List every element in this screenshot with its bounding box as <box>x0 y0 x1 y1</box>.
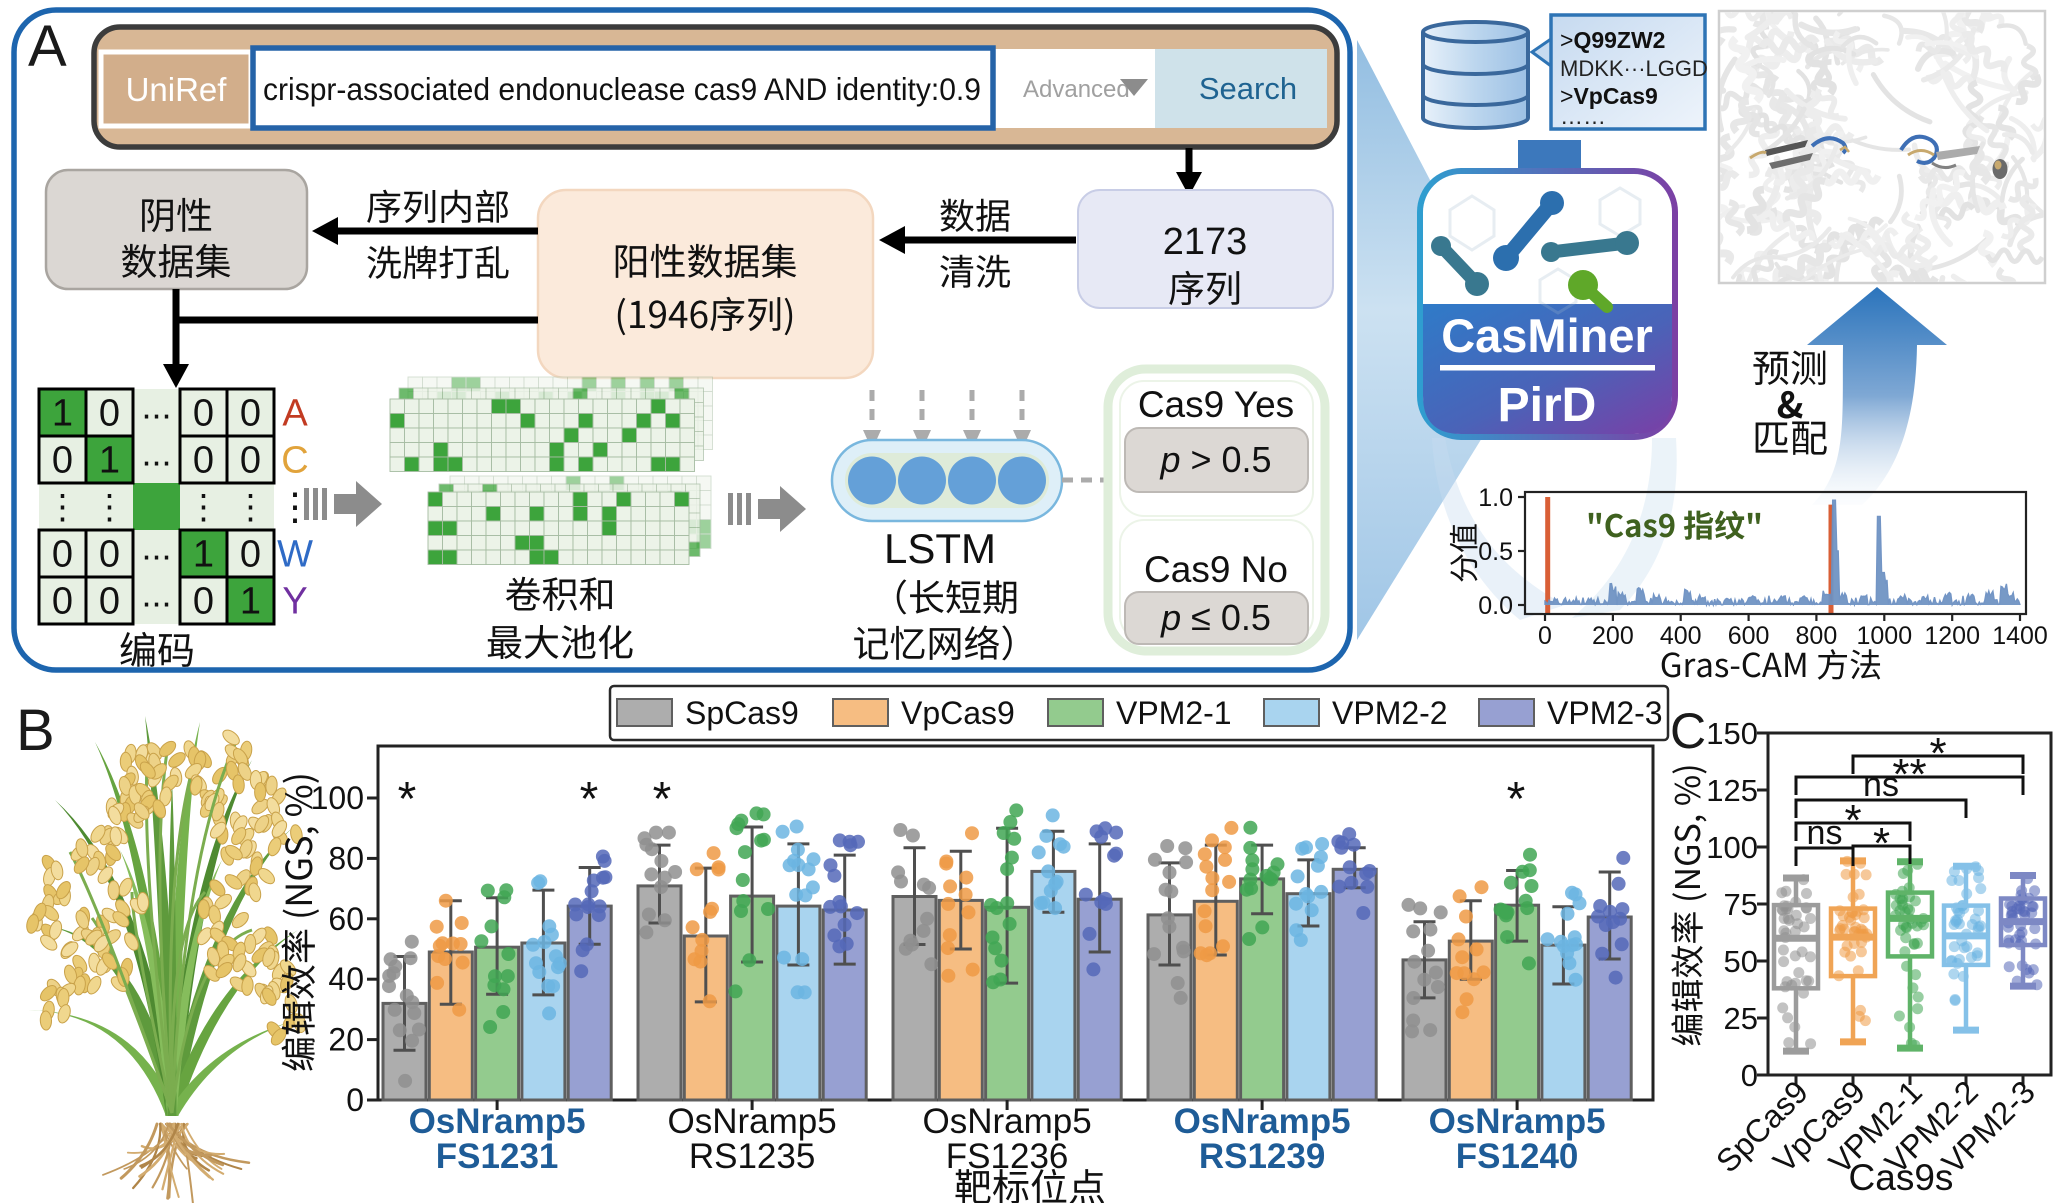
svg-text:150: 150 <box>1706 716 1758 751</box>
svg-text:A: A <box>282 393 308 435</box>
svg-text:1: 1 <box>99 440 120 482</box>
svg-text:FS1236: FS1236 <box>946 1137 1069 1176</box>
svg-text:*: * <box>580 773 599 826</box>
svg-text:LSTM: LSTM <box>884 525 996 572</box>
svg-text:PirD: PirD <box>1498 379 1597 432</box>
svg-text:0: 0 <box>99 534 120 576</box>
svg-text:60: 60 <box>328 901 364 937</box>
svg-text:Y: Y <box>282 581 307 623</box>
svg-text:SpCas9: SpCas9 <box>685 695 799 731</box>
svg-text:VPM2-2: VPM2-2 <box>1332 695 1448 731</box>
svg-text:0: 0 <box>346 1082 364 1118</box>
svg-text:0: 0 <box>1741 1058 1758 1093</box>
svg-text:Advanced: Advanced <box>1023 76 1130 103</box>
svg-text:400: 400 <box>1660 622 1702 650</box>
svg-text:20: 20 <box>328 1022 364 1058</box>
svg-text:OsNramp5: OsNramp5 <box>1174 1102 1351 1141</box>
svg-text:MDKK···LGGD: MDKK···LGGD <box>1560 56 1708 81</box>
svg-text:Cas9s: Cas9s <box>1849 1157 1954 1198</box>
svg-text:*: * <box>398 773 417 826</box>
svg-text:...: ... <box>141 386 171 427</box>
svg-text:CasMiner: CasMiner <box>1441 309 1653 362</box>
svg-text:Cas9 No: Cas9 No <box>1144 549 1288 590</box>
svg-text:A: A <box>28 14 67 79</box>
svg-text:>Q99ZW2: >Q99ZW2 <box>1560 27 1665 53</box>
svg-text:25: 25 <box>1724 1001 1758 1036</box>
svg-text:1: 1 <box>193 534 214 576</box>
svg-text:FS1231: FS1231 <box>436 1137 559 1176</box>
svg-text:*: * <box>1507 773 1526 826</box>
svg-text:*: * <box>1844 796 1861 845</box>
svg-text:80: 80 <box>328 840 364 876</box>
svg-text:200: 200 <box>1592 622 1634 650</box>
svg-text:crispr-associated endonuclease: crispr-associated endonuclease cas9 AND … <box>263 71 981 107</box>
svg-text:0.0: 0.0 <box>1478 592 1513 620</box>
svg-text:100: 100 <box>1706 830 1758 865</box>
svg-text:...: ... <box>141 574 171 615</box>
svg-text:⋮: ⋮ <box>93 489 127 527</box>
svg-text:1: 1 <box>52 393 73 435</box>
svg-text:B: B <box>16 698 55 763</box>
svg-text:2173: 2173 <box>1163 221 1248 263</box>
svg-text:*: * <box>653 773 672 826</box>
svg-text:OsNramp5: OsNramp5 <box>667 1102 836 1141</box>
svg-text:ns: ns <box>1863 766 1899 804</box>
svg-text:**: ** <box>1892 750 1926 799</box>
svg-text:⋮: ⋮ <box>187 489 221 527</box>
svg-text:UniRef: UniRef <box>126 71 228 108</box>
svg-text:RS1235: RS1235 <box>689 1137 815 1176</box>
svg-text:OsNramp5: OsNramp5 <box>922 1102 1091 1141</box>
svg-text:FS1240: FS1240 <box>1456 1137 1579 1176</box>
svg-text:0: 0 <box>240 534 261 576</box>
svg-text:...: ... <box>141 433 171 474</box>
svg-text:0: 0 <box>193 440 214 482</box>
svg-text:ns: ns <box>1807 814 1843 852</box>
svg-text:1400: 1400 <box>1992 622 2048 650</box>
svg-text:Cas9 Yes: Cas9 Yes <box>1138 384 1294 425</box>
svg-text:p > 0.5: p > 0.5 <box>1159 439 1271 480</box>
svg-text:C: C <box>1670 703 1706 759</box>
svg-text:……: …… <box>1560 103 1606 129</box>
svg-text:*: * <box>1873 819 1890 868</box>
svg-text:0: 0 <box>1538 622 1552 650</box>
svg-text:800: 800 <box>1796 622 1838 650</box>
svg-text:600: 600 <box>1728 622 1770 650</box>
svg-text:1.0: 1.0 <box>1478 484 1513 512</box>
svg-text:C: C <box>281 440 308 482</box>
svg-text:100: 100 <box>311 780 364 816</box>
svg-text:50: 50 <box>1724 944 1758 979</box>
svg-text:125: 125 <box>1706 773 1758 808</box>
svg-text:⋮: ⋮ <box>46 489 80 527</box>
svg-text:Search: Search <box>1199 71 1297 106</box>
svg-text:0: 0 <box>99 581 120 623</box>
svg-text:OsNramp5: OsNramp5 <box>1429 1102 1606 1141</box>
svg-text:W: W <box>277 534 313 576</box>
svg-text:0: 0 <box>193 393 214 435</box>
svg-text:1200: 1200 <box>1924 622 1980 650</box>
svg-text:0: 0 <box>52 440 73 482</box>
svg-text:VPM2-3: VPM2-3 <box>1547 695 1663 731</box>
svg-text:0: 0 <box>240 440 261 482</box>
svg-text:0: 0 <box>99 393 120 435</box>
svg-text:OsNramp5: OsNramp5 <box>409 1102 586 1141</box>
svg-text:75: 75 <box>1724 887 1758 922</box>
svg-text:1: 1 <box>240 581 261 623</box>
svg-text:VPM2-1: VPM2-1 <box>1116 695 1232 731</box>
svg-text:0: 0 <box>52 534 73 576</box>
svg-text:⋮: ⋮ <box>234 489 268 527</box>
svg-text:*: * <box>1929 729 1946 778</box>
svg-text:1000: 1000 <box>1856 622 1912 650</box>
svg-text:p ≤ 0.5: p ≤ 0.5 <box>1160 597 1271 638</box>
svg-text:RS1239: RS1239 <box>1199 1137 1325 1176</box>
svg-text:40: 40 <box>328 961 364 997</box>
svg-text:0: 0 <box>193 581 214 623</box>
svg-text:VpCas9: VpCas9 <box>901 695 1015 731</box>
svg-text:0.5: 0.5 <box>1478 538 1513 566</box>
svg-text:>VpCas9: >VpCas9 <box>1560 83 1658 109</box>
svg-text:0: 0 <box>240 393 261 435</box>
svg-text:0: 0 <box>52 581 73 623</box>
svg-text:...: ... <box>141 527 171 568</box>
